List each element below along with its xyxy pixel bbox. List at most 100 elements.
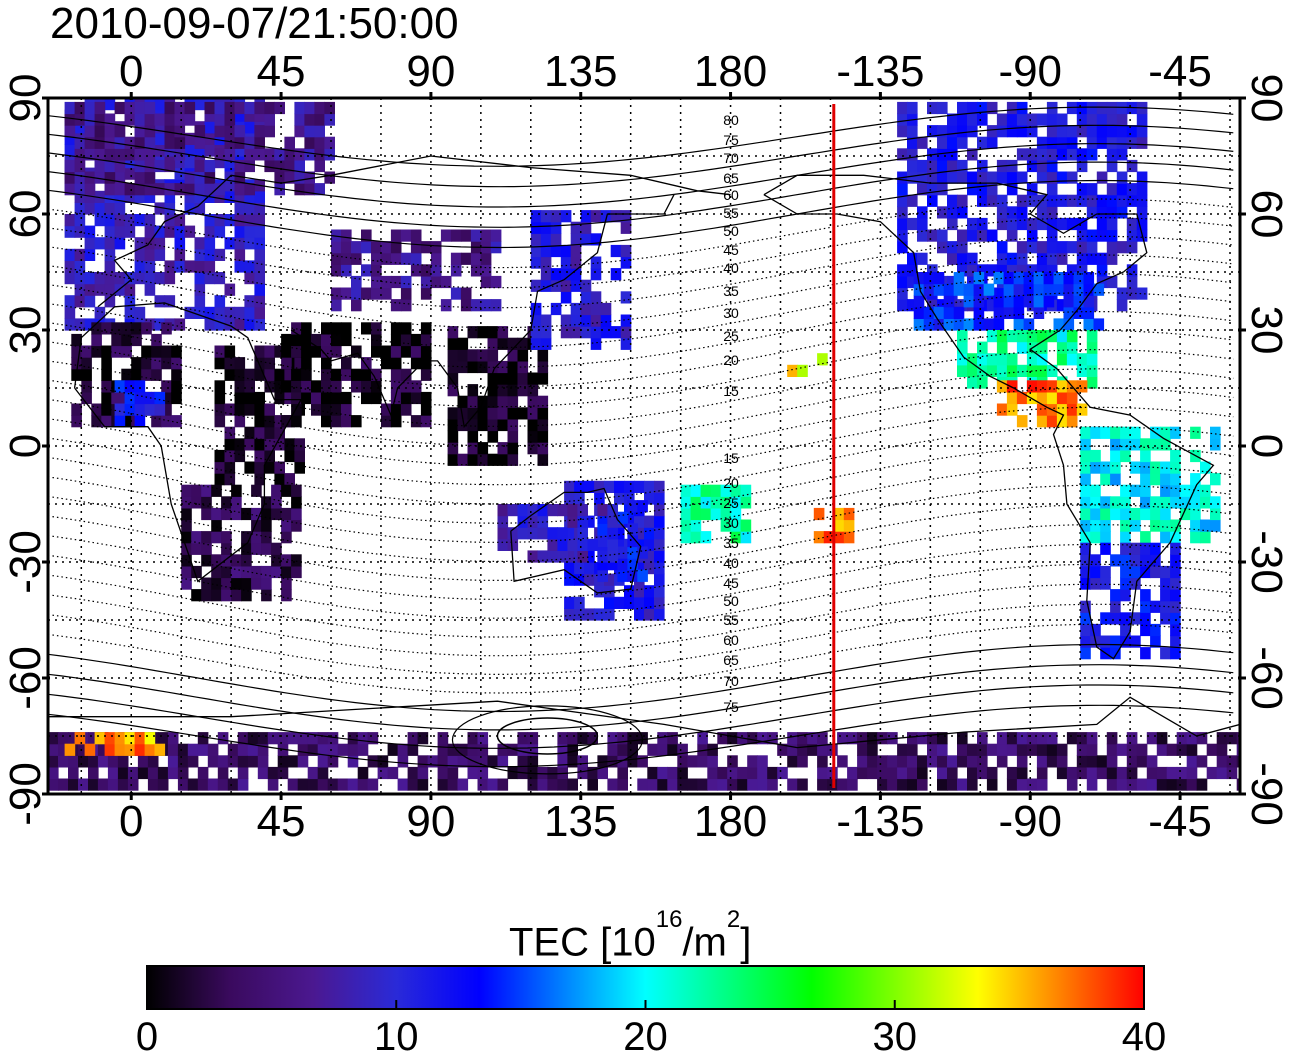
- tec-cell: [154, 132, 166, 145]
- tec-cell: [1136, 171, 1148, 184]
- tec-cell: [1066, 264, 1078, 277]
- tec-cell: [204, 121, 216, 134]
- tec-cell: [447, 407, 459, 420]
- tec-cell: [307, 766, 319, 780]
- tec-cell: [1130, 542, 1141, 555]
- tec-cell: [271, 554, 282, 567]
- tec-cell: [1100, 565, 1111, 579]
- tec-cell: [1140, 484, 1151, 497]
- tec-cell: [574, 480, 585, 493]
- tec-cell: [311, 380, 322, 393]
- tec-cell: [274, 391, 285, 405]
- tec-cell: [1056, 241, 1068, 254]
- tec-cell: [281, 484, 292, 497]
- tec-cell: [347, 755, 359, 768]
- tec-cell: [244, 461, 255, 474]
- tec-cell: [967, 148, 978, 161]
- tec-cell: [244, 136, 255, 149]
- tec-cell: [957, 229, 968, 242]
- tec-cell: [654, 573, 665, 586]
- tec-cell: [1170, 519, 1181, 532]
- tec-cell: [264, 125, 275, 138]
- tec-cell: [234, 368, 246, 381]
- tec-cell: [1116, 148, 1128, 161]
- tec-cell: [324, 113, 335, 126]
- tec-cell: [214, 125, 226, 138]
- tec-cell: [74, 101, 86, 115]
- tec-cell: [187, 743, 199, 756]
- tec-cell: [480, 264, 492, 277]
- tec-cell: [1126, 275, 1138, 289]
- tec-cell: [740, 519, 752, 532]
- tec-cell: [214, 183, 226, 196]
- tec-cell: [311, 403, 322, 416]
- tec-cell: [224, 190, 236, 203]
- tec-cell: [437, 743, 449, 756]
- tec-cell: [277, 732, 289, 745]
- tec-cell: [487, 326, 499, 339]
- tec-cell: [547, 550, 558, 563]
- tec-cell: [194, 237, 206, 250]
- tec-cell: [417, 766, 429, 780]
- tec-cell: [124, 214, 136, 227]
- tec-region-africa-east: [214, 345, 305, 486]
- tec-cell: [1056, 217, 1068, 231]
- tec-cell: [94, 136, 106, 149]
- tec-cell: [1006, 330, 1018, 343]
- tec-cell: [977, 264, 988, 277]
- tec-cell: [304, 101, 315, 115]
- tec-cell: [84, 202, 96, 215]
- tec-cell: [64, 743, 76, 756]
- tec-cell: [1090, 623, 1101, 637]
- tec-cell: [1066, 148, 1078, 161]
- tec-cell: [957, 299, 968, 312]
- tec-cell: [457, 407, 469, 420]
- tec-cell: [1160, 507, 1171, 521]
- tec-cell: [527, 732, 539, 745]
- tec-cell: [114, 380, 126, 393]
- tec-cell: [104, 225, 116, 238]
- tec-cell: [281, 565, 292, 579]
- tec-cell: [937, 778, 948, 791]
- tec-cell: [104, 248, 116, 261]
- tec-cell: [467, 743, 479, 756]
- contour-label: 65: [723, 170, 739, 186]
- tec-cell: [124, 306, 136, 319]
- tec-cell: [274, 148, 285, 161]
- tec-cell: [813, 507, 825, 521]
- tec-cell: [1096, 206, 1108, 219]
- tec-cell: [577, 732, 588, 745]
- tec-cell: [697, 755, 708, 768]
- tec-cell: [470, 252, 482, 265]
- tec-cell: [381, 403, 392, 416]
- tec-cell: [570, 279, 582, 292]
- tec-region-china: [447, 326, 549, 466]
- tec-cell: [400, 380, 412, 393]
- tec-cell: [1106, 766, 1118, 780]
- tec-cell: [907, 743, 918, 756]
- tec-cell: [557, 538, 568, 551]
- tec-cell: [111, 333, 122, 347]
- tec-region-pacific-hawaii: [787, 353, 828, 377]
- tec-cell: [477, 453, 489, 466]
- tec-cell: [191, 484, 202, 497]
- tec-cell: [141, 357, 152, 370]
- tec-cell: [507, 504, 519, 517]
- tec-cell: [281, 519, 292, 532]
- tec-cell: [507, 407, 519, 420]
- tec-cell: [720, 519, 732, 532]
- tec-cell: [1150, 565, 1161, 579]
- tec-cell: [141, 368, 152, 381]
- tec-cell: [1106, 136, 1118, 149]
- tec-cell: [94, 214, 106, 227]
- tec-cell: [797, 732, 808, 745]
- tec-cell: [507, 453, 519, 466]
- tec-cell: [154, 225, 166, 238]
- tec-cell: [224, 148, 236, 161]
- tec-cell: [111, 391, 122, 405]
- tec-cell: [1046, 732, 1058, 745]
- tec-cell: [913, 295, 925, 308]
- tec-cell: [254, 426, 265, 439]
- tec-cell: [167, 755, 179, 768]
- tec-cell: [710, 484, 722, 497]
